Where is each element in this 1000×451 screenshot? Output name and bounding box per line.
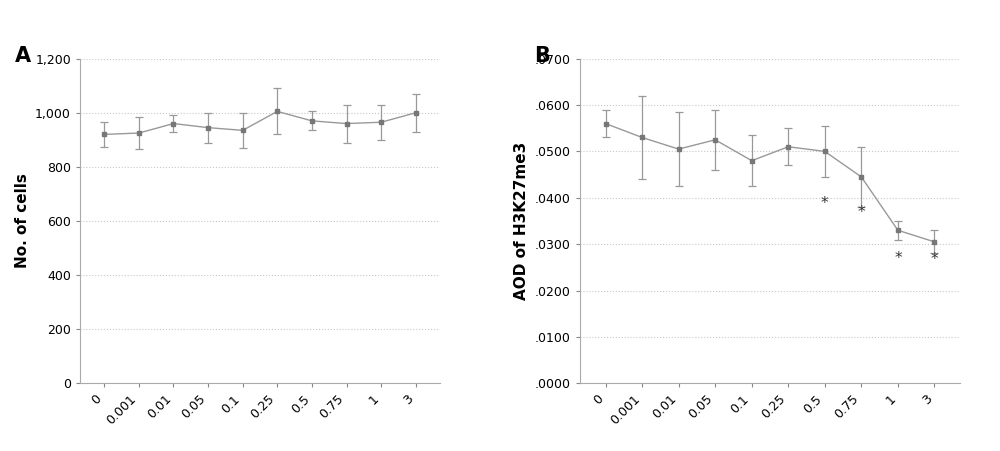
Text: *: * [931, 252, 938, 267]
Text: *: * [858, 205, 865, 220]
Y-axis label: AOD of H3K27me3: AOD of H3K27me3 [514, 142, 529, 300]
Text: *: * [894, 251, 902, 266]
Y-axis label: No. of cells: No. of cells [15, 174, 30, 268]
Text: *: * [821, 196, 829, 211]
Text: B: B [534, 46, 550, 66]
Text: A: A [15, 46, 31, 66]
